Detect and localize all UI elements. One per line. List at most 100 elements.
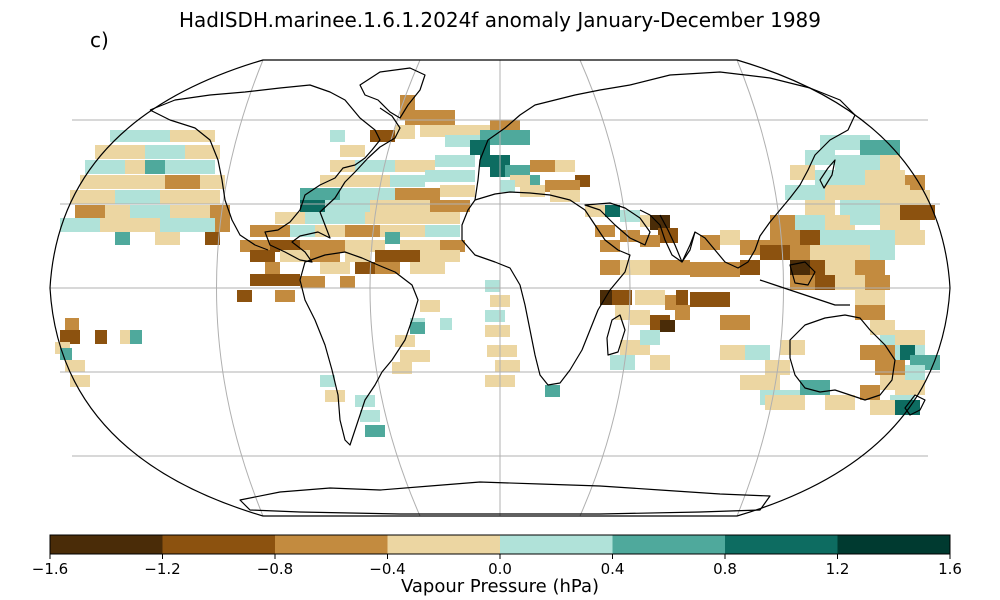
anomaly-cell [690,262,740,277]
colorbar-tick-label: 1.2 [826,560,850,578]
anomaly-cell [185,145,220,159]
anomaly-cell [75,205,105,219]
anomaly-cell [395,188,440,200]
anomaly-cell [720,230,740,245]
coast-australia [789,314,896,401]
anomaly-cell [435,155,475,167]
anomaly-cell [325,200,370,212]
coast-borneo [789,261,816,286]
colorbar-swatch [387,535,501,554]
coast-asia [629,71,856,269]
anomaly-cell [825,185,865,200]
coast-south-america [299,251,419,446]
anomaly-cell [650,215,670,230]
anomaly-cell [325,390,345,402]
colorbar-tick-label: −0.4 [369,560,405,578]
anomaly-cell [825,260,855,275]
anomaly-cell [70,190,115,204]
anomaly-cell [820,230,860,245]
anomaly-cell [612,290,632,305]
anomaly-cell [440,240,465,252]
anomaly-cell [420,300,440,312]
anomaly-cell [160,190,220,204]
anomaly-cell [690,292,730,307]
anomaly-cell [895,380,925,395]
anomaly-cell [145,160,165,174]
anomaly-cell [815,275,835,290]
colorbar-label: Vapour Pressure (hPa) [400,576,600,597]
anomaly-cell [720,315,750,330]
anomaly-cell [215,218,230,232]
anomaly-cell [480,155,510,167]
coastlines [149,67,926,515]
anomaly-cell [237,290,252,302]
anomaly-cell [860,345,895,360]
anomaly-cell [855,260,885,275]
anomaly-cell [310,250,340,262]
anomaly-cell [115,175,165,189]
coast-madagascar [606,314,626,356]
anomaly-cell [275,290,295,302]
anomaly-cell [640,330,660,345]
anomaly-cell [410,212,460,224]
anomaly-cell [160,218,215,232]
anomaly-cell [170,130,215,142]
anomaly-cell [340,145,365,157]
anomaly-cell [795,215,825,230]
anomaly-cell [870,320,895,335]
anomaly-cell [60,218,100,232]
anomaly-cell [385,232,400,244]
colorbar-ticks: −1.6 −1.2 −0.8 −0.4 0.0 0.4 0.8 1.2 1.6 [32,554,962,578]
anomaly-cell [80,175,115,189]
anomaly-cell [545,385,560,397]
anomaly-cell [790,245,810,260]
anomaly-cell [165,175,200,189]
anomaly-cell [400,240,440,252]
anomaly-cell [800,230,820,245]
anomaly-cell [320,375,335,387]
anomaly-cell [825,215,855,230]
anomaly-cell [60,348,72,360]
anomaly-cell [630,310,650,325]
anomaly-cell [410,262,445,274]
anomaly-cell [240,240,270,252]
anomaly-cell [330,130,345,142]
anomaly-cell [835,155,880,170]
anomaly-cell [395,160,435,172]
anomaly-cell [340,276,355,288]
anomaly-cell [770,245,790,260]
anomaly-cell [305,212,365,224]
world-map [49,59,951,517]
anomaly-cell [100,218,160,232]
coast-antarctica [239,481,771,515]
anomaly-cell [110,130,170,142]
anomaly-cell [405,110,455,125]
anomaly-cell [485,280,500,292]
colorbar-swatch [500,535,613,554]
colorbar-swatch [837,535,951,554]
coast-africa [461,191,631,386]
anomaly-cell [765,395,805,410]
anomaly-cell [840,245,870,260]
anomaly-cell [720,345,745,360]
anomaly-cell [60,330,80,344]
anomaly-cell [210,205,230,219]
anomaly-cell [650,260,690,275]
anomaly-cell [392,362,412,374]
anomaly-cell [675,305,690,320]
anomaly-cell [780,340,805,355]
anomaly-cell [130,330,142,344]
anomaly-cell [250,274,300,286]
anomaly-cell [635,290,665,305]
anomaly-cell [120,330,130,344]
anomaly-cell [860,230,895,245]
map-title: HadISDH.marinee.1.6.1.2024f anomaly Janu… [178,8,822,32]
anomaly-cell [65,318,79,332]
anomaly-cell [770,230,800,245]
anomaly-cell [425,170,475,182]
anomaly-cell [320,175,350,187]
anomaly-cell [300,200,325,212]
anomaly-cell [605,205,620,217]
anomaly-cell [895,400,920,415]
anomaly-cell [490,120,520,132]
